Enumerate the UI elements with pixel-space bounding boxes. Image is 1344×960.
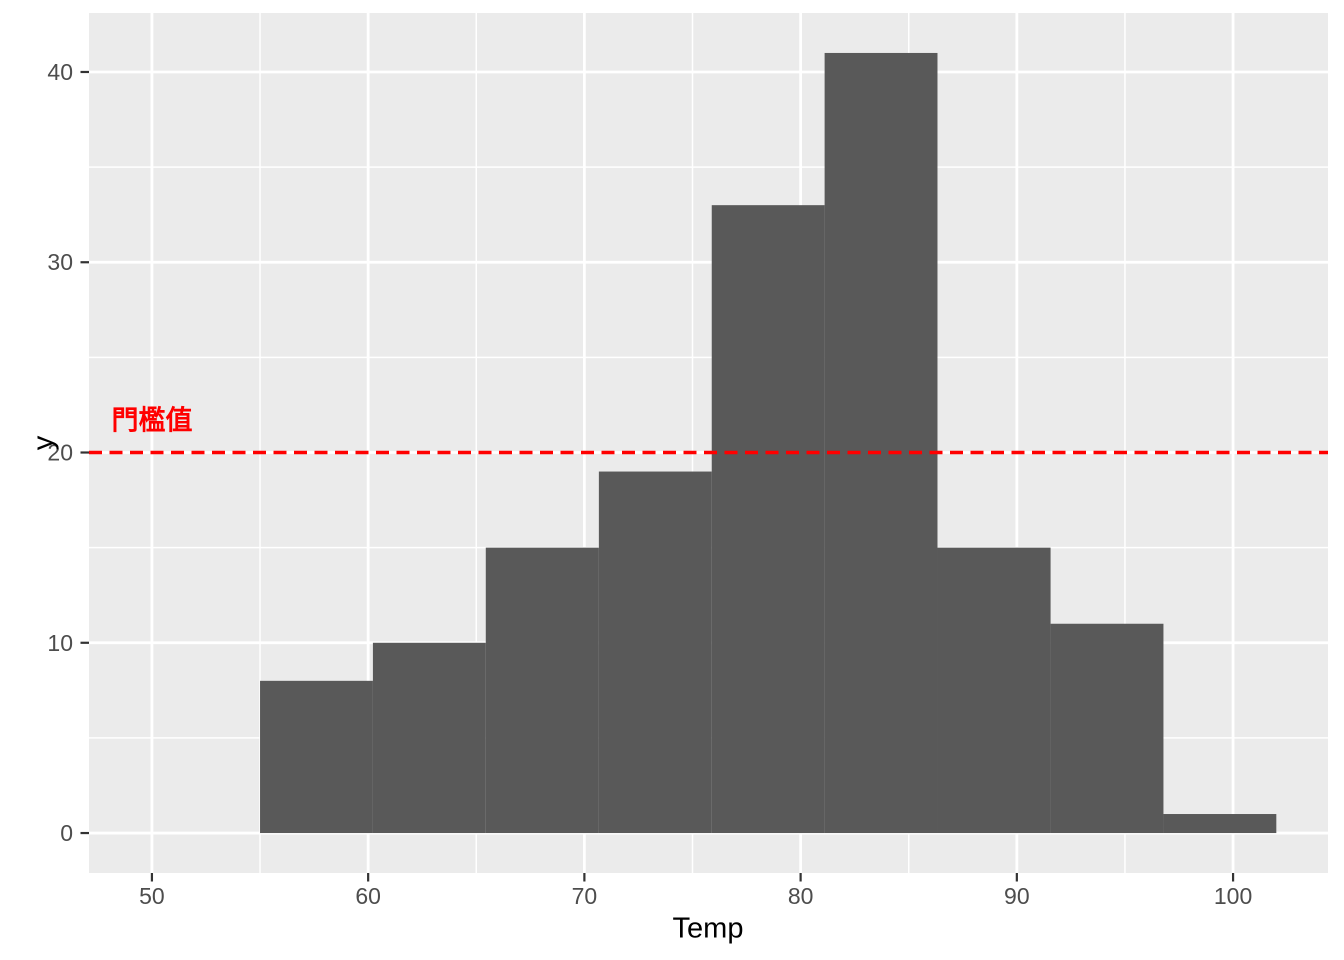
x-tick-label: 50 [139, 883, 165, 909]
x-tick-label: 90 [1004, 883, 1030, 909]
histogram-bar [485, 547, 599, 834]
x-tick-label: 70 [572, 883, 598, 909]
histogram-bar [711, 205, 825, 834]
y-tick-label: 30 [47, 249, 73, 275]
y-tick-label: 10 [47, 630, 73, 656]
histogram-bar [1163, 814, 1277, 834]
histogram-bar [937, 547, 1051, 834]
y-axis-title: y [27, 435, 60, 451]
x-tick-label: 60 [355, 883, 381, 909]
histogram-bar [260, 680, 373, 834]
x-axis-title: Temp [672, 912, 744, 945]
x-tick-label: 80 [788, 883, 814, 909]
histogram-bar [598, 471, 712, 834]
histogram-bar [372, 642, 486, 834]
histogram-bar [1050, 623, 1164, 834]
histogram-bar [824, 52, 938, 834]
y-tick-label: 40 [47, 59, 73, 85]
y-tick-label: 0 [60, 820, 73, 846]
x-tick-label: 100 [1214, 883, 1252, 909]
y-tick-label: 20 [47, 440, 73, 466]
threshold-annotation: 門檻值 [111, 405, 193, 436]
